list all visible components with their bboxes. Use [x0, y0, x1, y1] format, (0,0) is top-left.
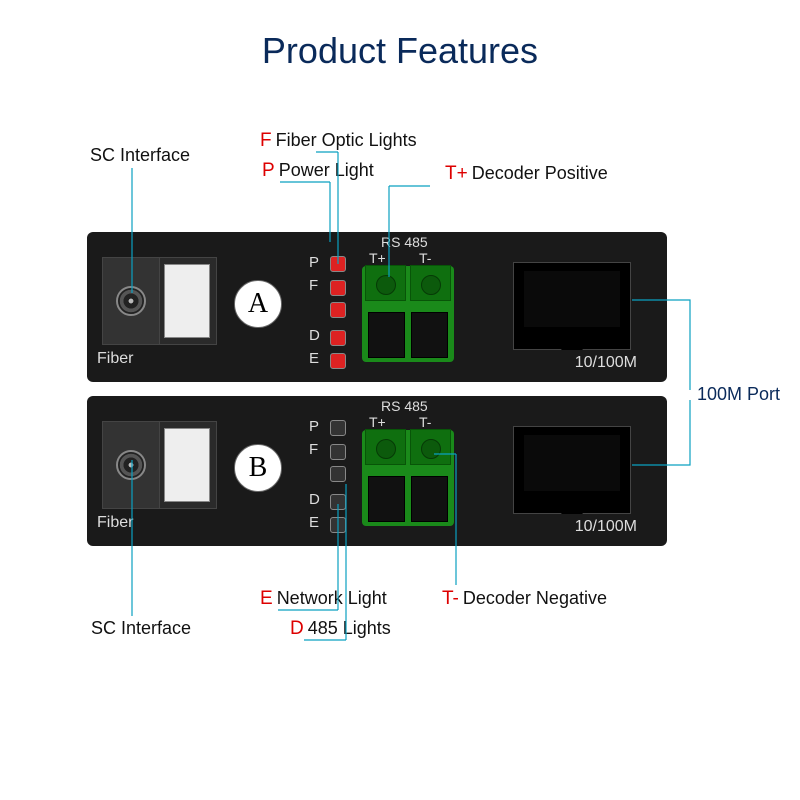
- callout-p: PPower Light: [262, 160, 374, 182]
- led-f: [330, 280, 346, 296]
- led-e: [330, 517, 346, 533]
- rj45-port: [513, 262, 631, 350]
- led-mid: [330, 302, 346, 318]
- fiber-label: Fiber: [97, 350, 133, 368]
- led-label-p: P: [309, 418, 319, 435]
- sc-interface-port: [102, 421, 217, 509]
- fiber-label: Fiber: [97, 514, 133, 532]
- led-label-p: P: [309, 254, 319, 271]
- led-p: [330, 420, 346, 436]
- led-column: P F D E: [323, 252, 357, 372]
- callout-t-minus: T-Decoder Negative: [442, 588, 607, 610]
- callout-f: FFiber Optic Lights: [260, 130, 417, 152]
- led-label-e: E: [309, 350, 319, 367]
- led-d: [330, 494, 346, 510]
- led-label-f: F: [309, 441, 318, 458]
- led-f: [330, 444, 346, 460]
- device-id-badge: A: [234, 280, 282, 328]
- rs485-terminal: [362, 266, 454, 362]
- page-title: Product Features: [0, 30, 800, 72]
- callout-e: ENetwork Light: [260, 588, 387, 610]
- callout-sc-bottom: SC Interface: [91, 618, 191, 639]
- callout-100m-port: 100M Port: [697, 384, 780, 405]
- led-column: P F D E: [323, 416, 357, 536]
- led-label-d: D: [309, 327, 320, 344]
- rj45-port: [513, 426, 631, 514]
- device-id-badge: B: [234, 444, 282, 492]
- callout-sc-top: SC Interface: [90, 145, 190, 166]
- device-a: Fiber A P F D E RS 485 T+ T- 10/100M: [87, 232, 667, 382]
- led-d: [330, 330, 346, 346]
- callout-t-plus: T+Decoder Positive: [445, 163, 608, 185]
- led-p: [330, 256, 346, 272]
- sc-interface-port: [102, 257, 217, 345]
- rs485-terminal: [362, 430, 454, 526]
- led-label-e: E: [309, 514, 319, 531]
- rj45-label: 10/100M: [575, 518, 637, 536]
- device-b: Fiber B P F D E RS 485 T+ T- 10/100M: [87, 396, 667, 546]
- led-mid: [330, 466, 346, 482]
- led-label-d: D: [309, 491, 320, 508]
- led-e: [330, 353, 346, 369]
- rj45-label: 10/100M: [575, 354, 637, 372]
- callout-d: D485 Lights: [290, 618, 391, 640]
- led-label-f: F: [309, 277, 318, 294]
